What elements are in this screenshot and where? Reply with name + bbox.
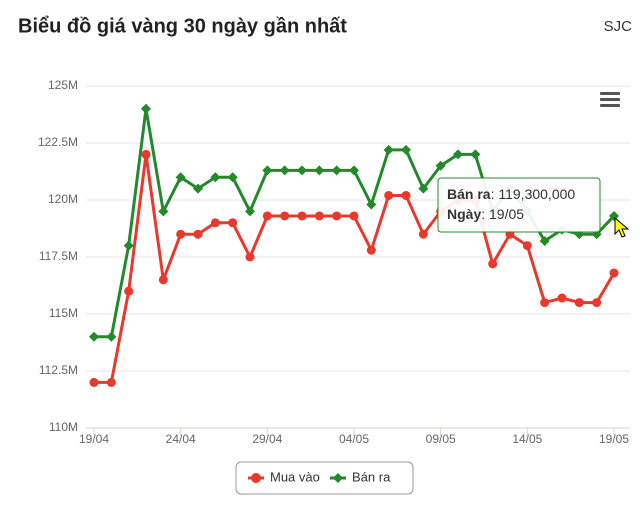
plot-area: 110M 112.5M 115M 117.5M 120M 122.5M 125M 19/04 2… [38, 78, 630, 446]
tooltip-value-text: : 119,300,000 [491, 186, 576, 202]
x-tick-label: 19/05 [599, 432, 629, 446]
point-marker [227, 172, 238, 183]
point-marker [193, 229, 203, 239]
point-marker [592, 298, 602, 308]
source-label: SJC [604, 18, 633, 35]
point-marker [488, 259, 498, 269]
legend-label[interactable]: Mua vào [270, 469, 320, 484]
point-marker [540, 298, 550, 308]
point-marker [332, 211, 342, 221]
point-marker [435, 160, 446, 171]
point-marker [383, 144, 394, 155]
point-marker [522, 241, 532, 251]
point-marker [366, 199, 377, 210]
point-marker [349, 211, 359, 221]
point-marker [539, 236, 550, 247]
point-marker [418, 229, 428, 239]
y-tick-label: 110M [49, 420, 78, 434]
tooltip-date: Ngày: 19/05 [447, 206, 524, 222]
tooltip: Bán ra: 119,300,000 Ngày: 19/05 [437, 177, 601, 233]
point-marker [297, 165, 307, 176]
point-marker [279, 165, 290, 176]
point-marker [297, 211, 307, 221]
y-tick-label: 117.5M [39, 249, 78, 263]
point-marker [106, 377, 116, 387]
tooltip-value: Bán ra: 119,300,000 [447, 186, 575, 202]
cursor [614, 216, 630, 238]
point-marker [366, 245, 376, 255]
menu-button[interactable] [598, 91, 622, 109]
point-marker [262, 165, 273, 176]
y-tick-label: 120M [48, 192, 78, 206]
point-marker [141, 149, 151, 159]
x-tick-label: 24/04 [166, 432, 196, 446]
legend-marker [333, 473, 343, 483]
page-title: Biểu đồ giá vàng 30 ngày gần nhất [18, 15, 347, 37]
point-marker [210, 218, 220, 228]
tooltip-date-name: Ngày [447, 206, 481, 222]
tooltip-date-text: : 19/05 [481, 206, 524, 222]
legend: Mua vào Bán ra [235, 461, 414, 495]
point-marker [384, 190, 394, 200]
point-marker [349, 165, 359, 176]
legend-marker [251, 473, 261, 483]
point-marker [557, 293, 567, 303]
point-marker [453, 149, 463, 160]
point-marker [89, 377, 99, 387]
point-marker [314, 211, 324, 221]
point-marker [574, 298, 584, 308]
x-tick-label: 19/04 [79, 432, 109, 446]
x-tick-label: 04/05 [339, 432, 369, 446]
point-marker [176, 229, 186, 239]
point-marker [245, 206, 255, 217]
y-tick-label: 112.5M [39, 363, 78, 377]
point-marker [158, 275, 168, 285]
point-marker [175, 172, 186, 183]
point-marker [141, 103, 151, 114]
y-tick-label: 125M [48, 78, 78, 92]
point-marker [124, 286, 134, 296]
legend-box [235, 461, 414, 495]
point-marker [470, 149, 481, 160]
point-marker [609, 210, 619, 221]
point-marker [123, 240, 134, 251]
y-tick-label: 115M [49, 306, 78, 320]
point-marker [262, 211, 272, 221]
tooltip-box [437, 177, 601, 233]
y-tick-label: 122.5M [38, 135, 78, 149]
point-marker [280, 211, 290, 221]
x-tick-label: 09/05 [426, 432, 456, 446]
x-tick-label: 14/05 [512, 432, 542, 446]
tooltip-series: Bán ra [447, 186, 491, 202]
point-marker [401, 190, 411, 200]
point-marker [331, 165, 342, 176]
point-marker [418, 183, 429, 194]
point-marker [106, 331, 117, 342]
point-marker [228, 218, 238, 228]
point-marker [401, 144, 411, 155]
point-marker [314, 165, 325, 176]
x-tick-label: 29/04 [252, 432, 282, 446]
point-marker [609, 268, 619, 278]
point-marker [89, 331, 99, 342]
point-marker [210, 172, 221, 183]
point-marker [245, 252, 255, 262]
point-marker [193, 183, 203, 194]
legend-label[interactable]: Bán ra [352, 469, 391, 484]
point-marker [158, 206, 169, 217]
